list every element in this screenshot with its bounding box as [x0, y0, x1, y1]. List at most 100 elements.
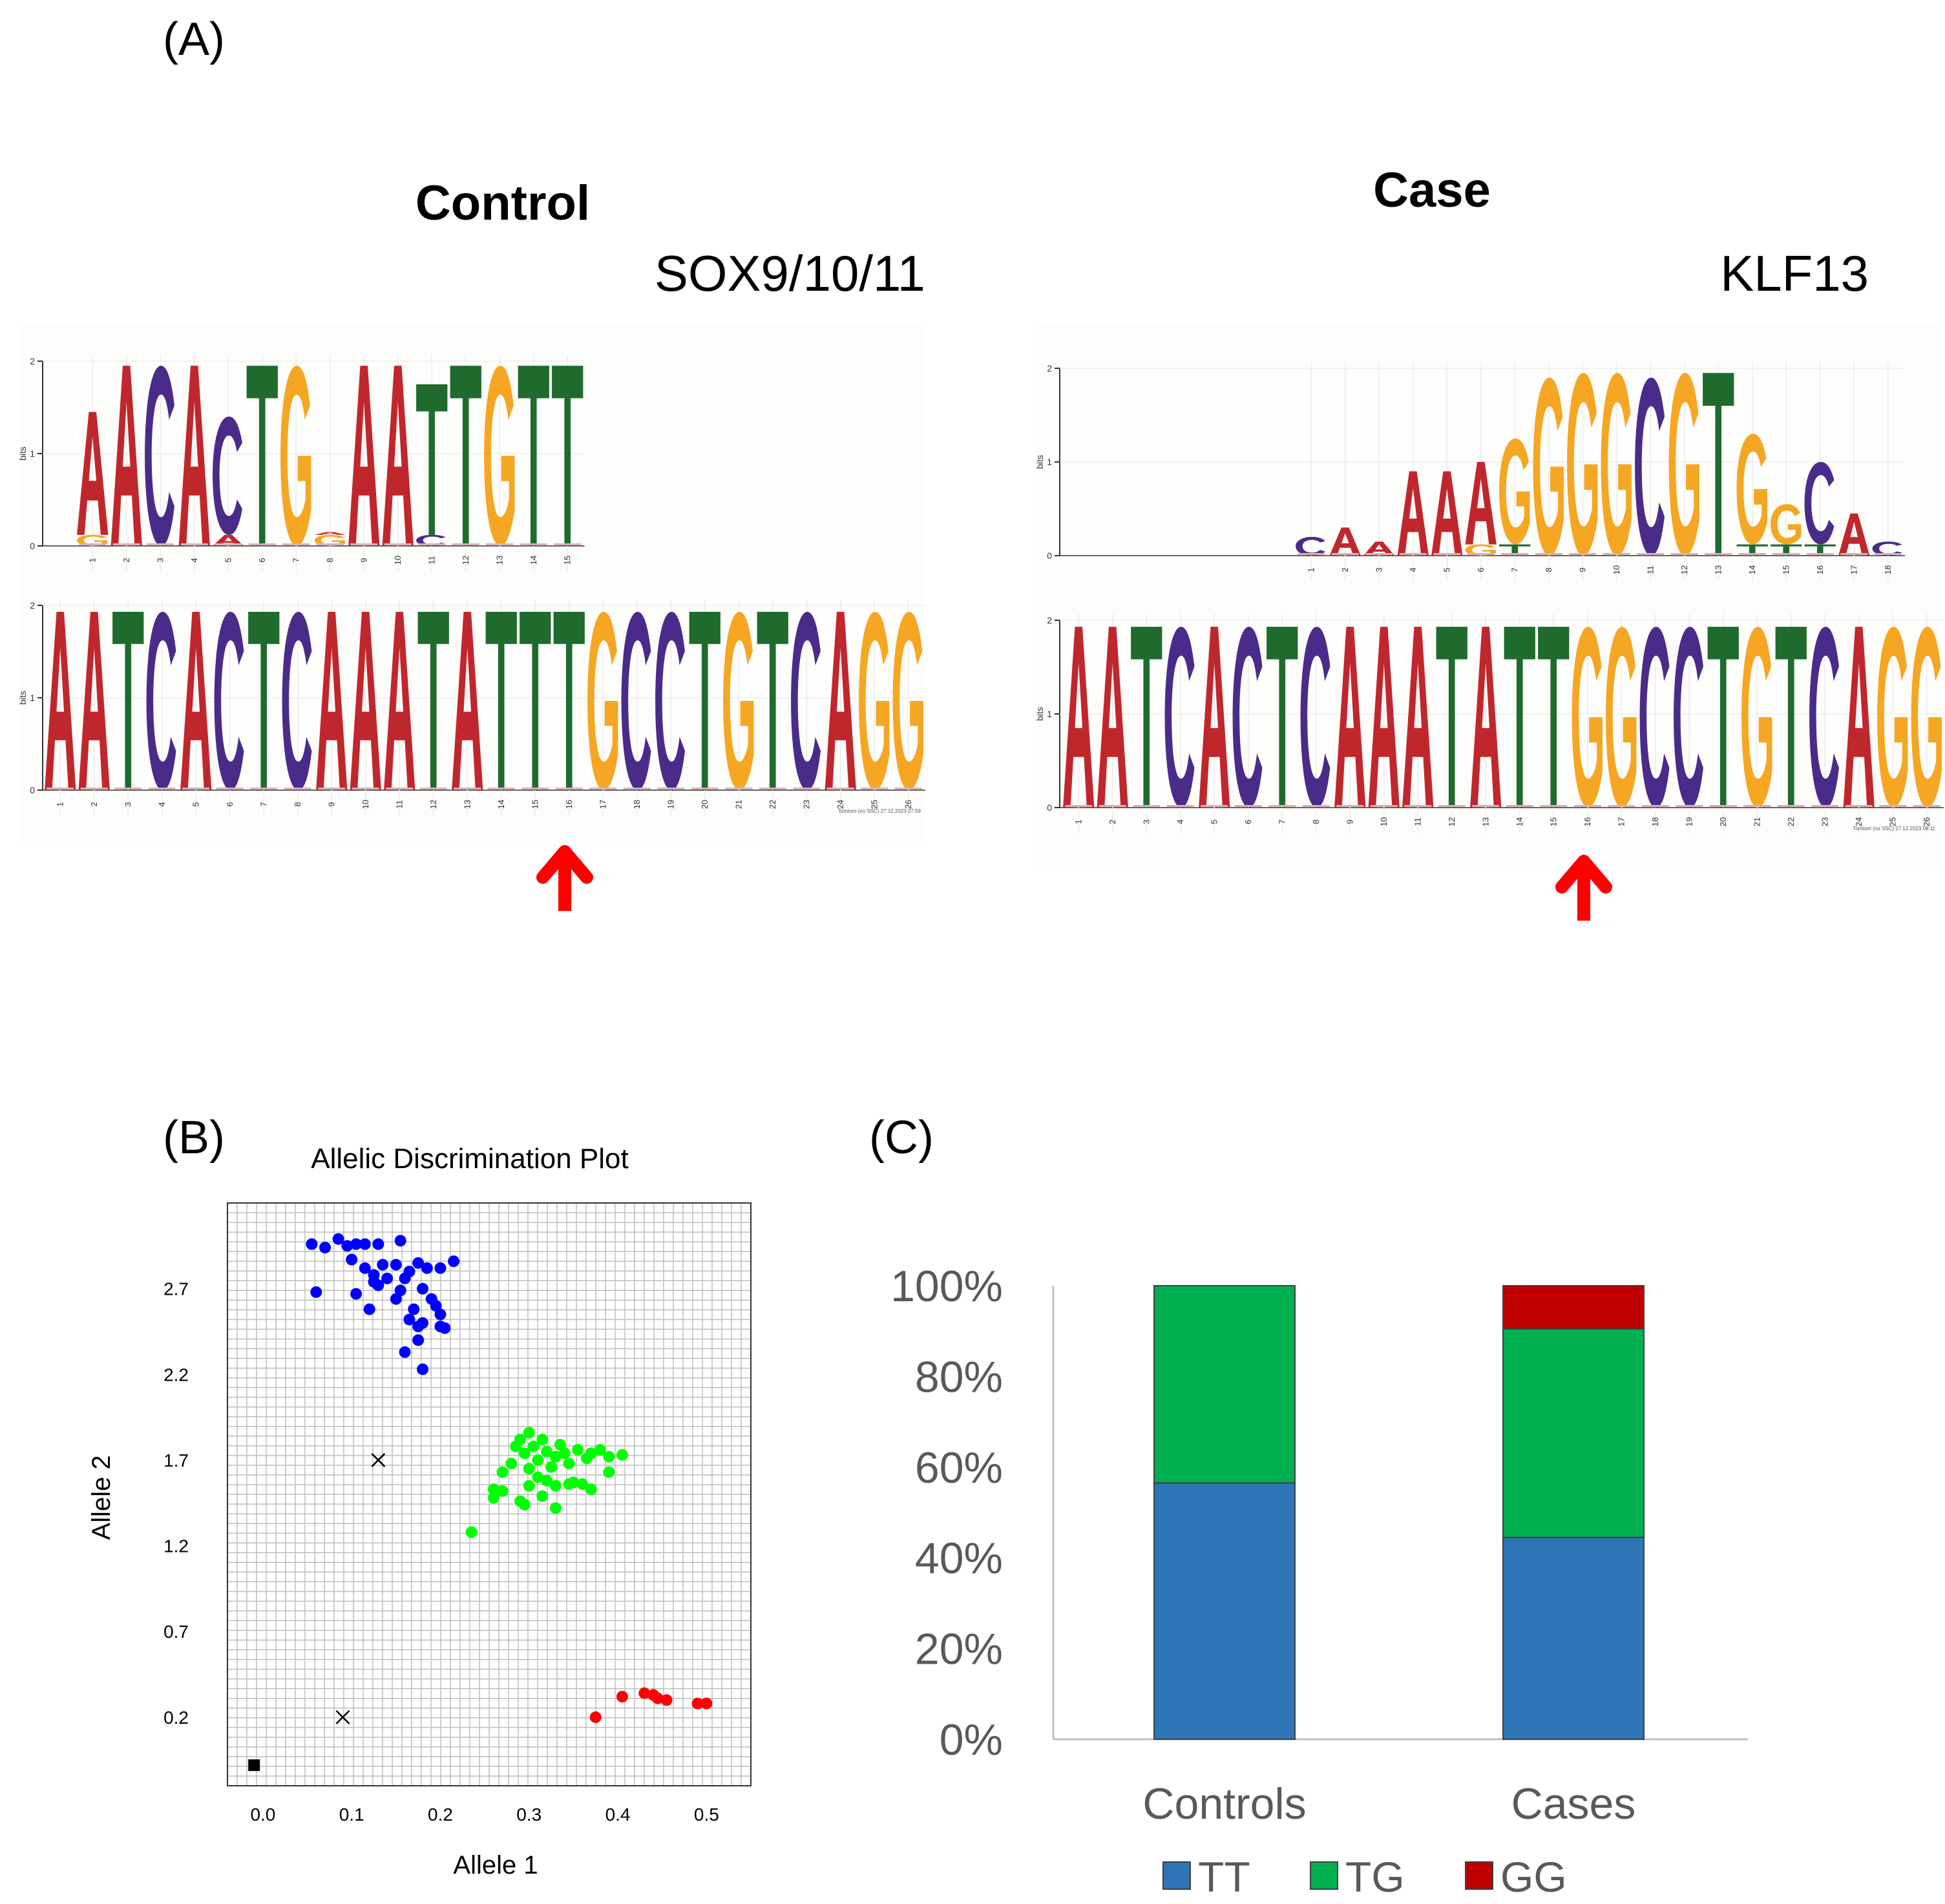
control-seq-letter-T [689, 612, 720, 790]
case-motif-letter-A [1838, 513, 1870, 556]
case-seq-residual [1879, 805, 1907, 807]
scatter-y-tick-label: 1.7 [163, 1450, 189, 1470]
control-motif-residual [486, 543, 514, 545]
case-seq-position-label: 7 [1277, 819, 1287, 824]
control-motif-letter-T [416, 384, 448, 535]
scatter-point [421, 1262, 433, 1274]
case-motif-residual [1501, 553, 1529, 555]
case-motif-residual [1772, 553, 1800, 555]
scatter-point [434, 1308, 447, 1321]
case-motif-position-label: 4 [1408, 567, 1418, 572]
case-seq-residual [1234, 805, 1262, 807]
case-seq-position-label: 23 [1820, 817, 1829, 826]
scatter-x-tick-label: 0.5 [694, 1805, 719, 1825]
control-seq-position-label: 25 [869, 800, 879, 809]
case-motif-position-label: 13 [1713, 565, 1723, 574]
control-motif-residual [282, 543, 310, 545]
control-motif-position-label: 9 [359, 558, 368, 562]
scatter-series-tt [306, 1233, 460, 1376]
case-motif-minor-letter [1499, 544, 1531, 556]
case-seq-letter-G [1877, 627, 1908, 808]
control-seq-residual [793, 788, 821, 790]
case-seq-residual [1540, 805, 1568, 807]
scatter-point-undetermined [371, 1453, 386, 1467]
case-motif-letter-C [1635, 377, 1665, 556]
control-motif-residual [554, 543, 582, 545]
case-motif-minor-letter [1736, 544, 1768, 556]
case-seq-letter-T [1538, 627, 1570, 808]
control-seq-residual [284, 788, 311, 790]
scatter-point [399, 1346, 411, 1358]
case-motif-tick-label: 1 [1047, 457, 1052, 467]
scatter-point [563, 1458, 575, 1470]
control-seq-tick-label: 1 [30, 693, 35, 703]
case-motif-position-label: 1 [1306, 567, 1316, 572]
case-seq-residual [1133, 805, 1161, 807]
control-seq-position-label: 17 [598, 800, 607, 809]
bar-y-tick-label: 100% [890, 1262, 1003, 1311]
scatter-point [532, 1454, 544, 1466]
control-seq-position-label: 11 [394, 800, 404, 809]
case-motif-letter-A [1465, 462, 1497, 545]
case-seq-residual [1166, 805, 1194, 807]
control-motif-letter-G [280, 366, 311, 547]
case-seq-residual [1099, 805, 1126, 807]
control-motif-position-label: 2 [121, 558, 131, 562]
scatter-point [359, 1262, 371, 1274]
case-motif-residual [1365, 553, 1393, 555]
scatter-series-tg [465, 1427, 628, 1538]
case-seq-tick-label: 2 [1047, 615, 1052, 625]
panel-c: (C) 0%20%40%60%80%100% Controls Cases TT T… [869, 1112, 1748, 1901]
case-motif-position-label: 11 [1645, 565, 1655, 574]
bar-y-tick-label: 0% [940, 1715, 1003, 1764]
case-seq-letter-A [1097, 627, 1128, 808]
case-seq-letter-C [1639, 627, 1670, 808]
case-seq-position-label: 16 [1582, 817, 1592, 826]
scatter-series-ntc [248, 1759, 260, 1772]
control-seq-letter-T [485, 612, 517, 790]
case-seq-residual [1608, 805, 1635, 807]
control-motif-letter-T [552, 366, 584, 547]
case-seq-residual [1676, 805, 1703, 807]
control-motif-letter-T [518, 366, 549, 547]
scatter-point [536, 1434, 549, 1446]
case-motif-residual [1298, 553, 1325, 555]
case-seq-position-label: 20 [1718, 817, 1728, 826]
scatter-point [549, 1502, 562, 1514]
control-seq-letter-C [791, 612, 821, 790]
scatter-point [603, 1450, 615, 1463]
bar-legend: TT TG GG [1162, 1853, 1567, 1901]
scatter-point [359, 1238, 371, 1250]
scatter-point [496, 1466, 509, 1478]
scatter-y-tick-label: 2.2 [163, 1365, 189, 1385]
scatter-y-tick-label: 2.7 [163, 1279, 189, 1299]
scatter-point [523, 1480, 535, 1492]
case-motif-residual [1806, 553, 1834, 555]
legend-label: TT [1198, 1853, 1250, 1901]
control-seq-letter-A [350, 612, 381, 790]
scatter-point [616, 1449, 628, 1461]
case-motif-position-label: 7 [1509, 567, 1519, 572]
case-seq-residual [1336, 805, 1364, 807]
scatter-point [638, 1687, 651, 1699]
control-motif-letter-A [110, 366, 142, 547]
scatter-point [381, 1272, 394, 1284]
scatter-series-undetermined [335, 1453, 386, 1724]
control-motif-residual [147, 543, 174, 545]
control-motif-minor-letter [213, 534, 244, 546]
control-seq-letter-T [112, 612, 144, 790]
control-seq-letter-G [723, 612, 754, 790]
case-motif-letter-G [1668, 373, 1699, 556]
scatter-point [496, 1485, 509, 1497]
case-seq-position-label: 8 [1311, 819, 1321, 824]
case-seq-letter-C [1164, 627, 1195, 808]
case-motif-letter-G [1771, 504, 1802, 545]
control-seq-residual [47, 788, 74, 790]
control-seq-position-label: 18 [632, 800, 642, 809]
case-seq-letter-A [1063, 627, 1095, 808]
scatter-point [554, 1439, 566, 1451]
scatter-point [412, 1257, 425, 1269]
control-seq-position-label: 21 [733, 800, 743, 809]
case-motif-position-label: 8 [1544, 567, 1553, 572]
